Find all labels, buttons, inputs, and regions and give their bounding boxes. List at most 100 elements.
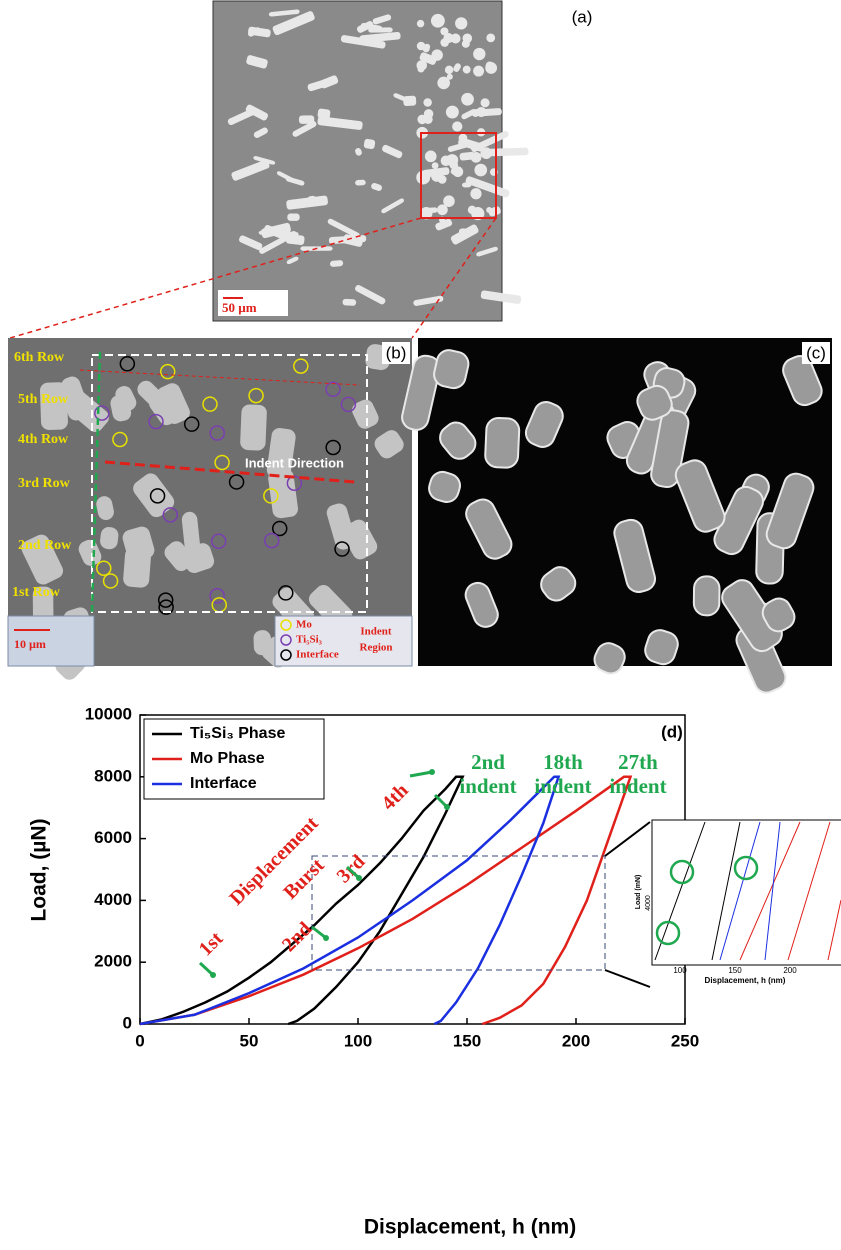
series-line xyxy=(139,775,633,1026)
phase xyxy=(355,148,362,156)
phase xyxy=(327,218,360,239)
phase xyxy=(248,27,261,37)
phase xyxy=(636,384,673,421)
phase xyxy=(424,150,437,163)
phase xyxy=(240,404,267,451)
phase xyxy=(440,155,452,166)
phase xyxy=(437,175,447,184)
region-label: Region xyxy=(360,642,393,654)
indent-marker xyxy=(112,431,128,448)
phase xyxy=(437,76,450,90)
phase xyxy=(644,629,679,666)
phase xyxy=(613,518,657,593)
indent-marker xyxy=(293,358,309,374)
phase xyxy=(692,575,721,617)
scale-label: 50 µm xyxy=(222,300,257,315)
legend-label: Ti₅Si₃ xyxy=(296,634,323,646)
row-label: 5th Row xyxy=(18,392,69,407)
phase xyxy=(245,104,268,121)
indent-marker xyxy=(325,381,341,398)
phase xyxy=(276,171,294,182)
phase xyxy=(480,147,493,159)
phase xyxy=(393,93,413,104)
phase xyxy=(374,430,404,459)
phase xyxy=(100,527,119,550)
legend-marker xyxy=(280,634,292,646)
annotation: 1st xyxy=(195,927,228,960)
phase xyxy=(419,52,437,65)
phase xyxy=(450,33,461,44)
phase xyxy=(480,290,522,304)
phase xyxy=(435,218,453,231)
zoom-box xyxy=(311,855,606,971)
region-label: Indent xyxy=(360,626,392,638)
phase xyxy=(593,642,626,675)
indent-marker xyxy=(94,405,110,421)
phase xyxy=(484,417,521,469)
phase xyxy=(253,127,268,139)
indent-marker xyxy=(325,439,341,456)
indent-marker xyxy=(210,533,227,550)
arrow-head xyxy=(210,972,216,978)
phase xyxy=(462,65,471,74)
phase xyxy=(423,43,431,50)
indent-marker xyxy=(263,488,279,504)
phase xyxy=(340,35,386,49)
phase xyxy=(317,116,363,130)
inset-curve xyxy=(711,821,741,961)
panel-label: (c) xyxy=(806,343,826,362)
arrow xyxy=(409,770,433,778)
phase xyxy=(417,114,427,125)
indent-marker xyxy=(214,454,230,471)
phase xyxy=(416,170,431,185)
phase xyxy=(382,144,403,159)
phase xyxy=(455,17,468,30)
phase xyxy=(471,108,480,117)
row-label: 6th Row xyxy=(14,350,65,365)
phase xyxy=(473,47,486,61)
x-axis-label: Displacement, h (nm) xyxy=(364,1216,576,1239)
phase xyxy=(298,115,315,124)
series-line xyxy=(139,775,465,1026)
connector xyxy=(604,821,651,857)
x-tick-label: 100 xyxy=(344,1031,372,1050)
panel-label: (b) xyxy=(386,343,407,362)
legend-marker xyxy=(280,649,292,661)
phase xyxy=(286,195,328,210)
annotation: 18th xyxy=(543,750,583,774)
phase xyxy=(307,195,317,204)
phase xyxy=(461,92,474,106)
phase xyxy=(292,121,317,137)
phase xyxy=(401,354,441,431)
indent-marker xyxy=(278,585,294,601)
phase xyxy=(381,198,405,214)
inset-curve xyxy=(827,899,841,961)
phase xyxy=(239,235,263,251)
phase xyxy=(133,473,175,518)
micrograph-a xyxy=(212,0,503,322)
phase xyxy=(227,108,256,126)
indent-marker xyxy=(340,396,357,413)
phase xyxy=(464,581,499,628)
inset-frame xyxy=(651,819,841,966)
arrow-head xyxy=(444,804,450,810)
panel-c: (c) xyxy=(401,338,832,694)
phase xyxy=(474,163,488,177)
phase xyxy=(326,503,356,550)
label-bg xyxy=(566,5,598,29)
inset-curve xyxy=(787,821,831,961)
phase xyxy=(465,498,513,560)
legend-label: Ti₅Si₃ Phase xyxy=(190,725,285,742)
legend-label: Mo Phase xyxy=(190,750,265,767)
indent-marker xyxy=(162,507,179,523)
row-label: 1st Row xyxy=(12,585,61,600)
phase xyxy=(286,234,305,245)
phase xyxy=(470,151,482,163)
phase xyxy=(765,472,815,550)
annotation: 4th xyxy=(377,779,412,814)
indent-marker xyxy=(271,520,288,537)
inset: 100 150 200 4000 Load (mN) Displacement,… xyxy=(635,819,841,985)
indent-marker xyxy=(248,387,264,404)
phase xyxy=(761,597,796,633)
scale-bg xyxy=(218,290,288,316)
